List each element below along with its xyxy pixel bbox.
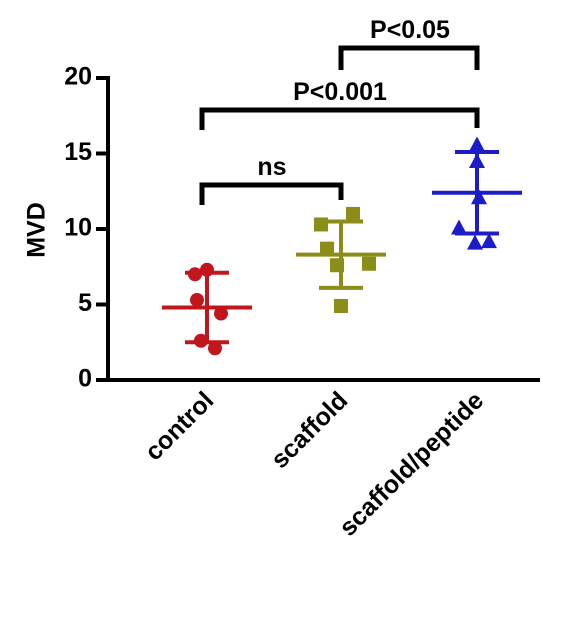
x-tick-label: scaffold [266, 386, 354, 474]
data-point [469, 136, 485, 152]
significance-bracket [338, 45, 480, 70]
data-point [451, 219, 467, 235]
data-point [481, 233, 497, 249]
x-tick-label: control [140, 386, 220, 466]
significance-bracket [199, 107, 480, 130]
significance-bracket [199, 182, 344, 205]
significance-label: P<0.001 [293, 78, 387, 106]
y-tick-label: 0 [78, 365, 92, 393]
data-point [362, 256, 376, 271]
data-point [208, 341, 222, 356]
data-point [320, 241, 334, 256]
y-tick-label: 5 [78, 289, 92, 317]
significance-label: P<0.05 [370, 16, 450, 44]
y-tick-label: 15 [64, 138, 92, 166]
data-point [467, 234, 483, 250]
data-point [334, 299, 348, 314]
y-tick-label: 10 [64, 214, 92, 242]
data-point [214, 306, 228, 321]
data-point [190, 292, 204, 307]
data-point [346, 206, 360, 221]
x-tick-label: scaffold/peptide [334, 386, 489, 541]
y-axis-label: MVD [23, 202, 51, 258]
y-tick-label: 20 [64, 63, 92, 91]
significance-label: ns [257, 153, 286, 181]
